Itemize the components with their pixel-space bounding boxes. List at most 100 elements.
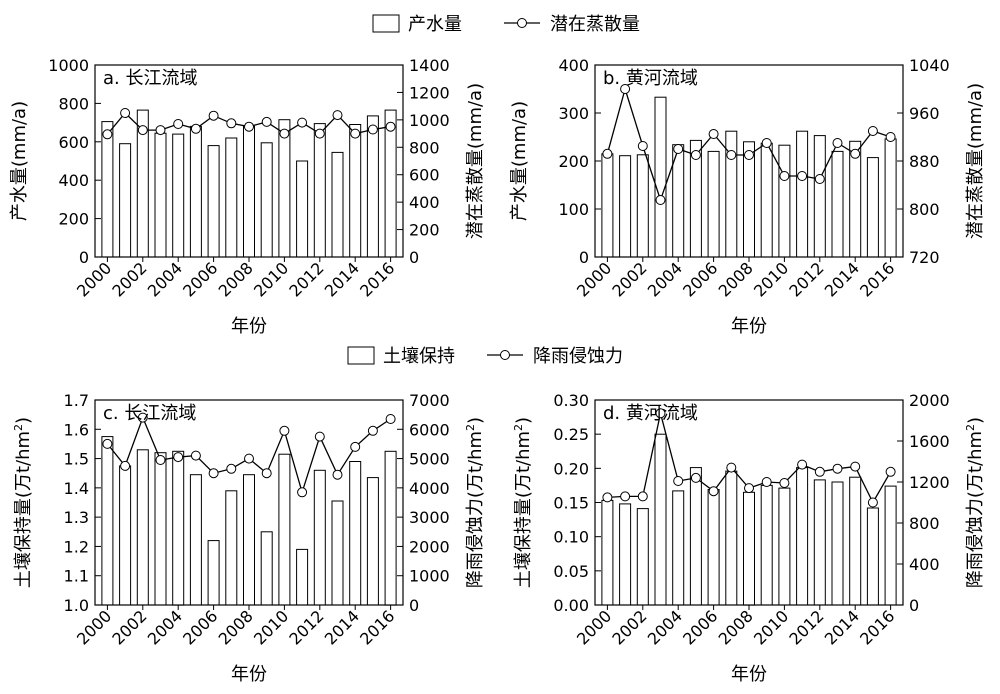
y2-tick-label: 1040: [909, 56, 950, 75]
bar-2001: [119, 465, 132, 606]
y2-tick-label: 800: [409, 138, 440, 157]
point-2016: [385, 121, 396, 132]
bar-2009: [760, 142, 773, 258]
y2-tick-label: 1400: [409, 56, 450, 75]
y2-tick-label: 0: [409, 248, 419, 267]
y-tick-label: 1.3: [64, 508, 89, 527]
point-2001: [120, 108, 131, 118]
point-2001: [620, 491, 631, 502]
bar-2013: [831, 481, 844, 606]
x-tick-label: 2012: [285, 606, 327, 648]
y-tick-label: 0.30: [553, 391, 589, 410]
point-2008: [244, 121, 254, 132]
y-tick-label: 0.25: [553, 425, 589, 444]
bar-2000: [601, 499, 614, 606]
legend-bottom-line-label: 降雨侵蚀力: [533, 346, 623, 367]
bar-2014: [849, 476, 862, 606]
point-2005: [690, 472, 701, 483]
y2-tick-label: 960: [909, 104, 940, 123]
bar-2000: [601, 153, 614, 258]
point-2004: [673, 476, 684, 486]
y2-tick-label: 4000: [409, 479, 450, 498]
y2-tick-label: 400: [409, 193, 440, 212]
y2-tick-label: 2000: [909, 391, 950, 410]
y2-axis-label: 潜在蒸散量(mm/a): [465, 83, 486, 239]
y-tick-label: 1.2: [64, 537, 89, 556]
y-tick-label: 1.6: [64, 420, 89, 439]
x-tick-label: 2006: [679, 258, 721, 300]
point-2010: [779, 478, 790, 488]
bar-2013: [331, 151, 344, 258]
x-axis-label: 年份: [231, 664, 267, 685]
legend-bottom-bar-label: 土壤保持: [383, 346, 455, 367]
x-tick-label: 2012: [785, 258, 827, 300]
point-2011: [297, 117, 308, 128]
point-2015: [867, 497, 878, 508]
y-tick-label: 1000: [48, 56, 89, 75]
point-2007: [226, 118, 237, 129]
point-2012: [314, 128, 325, 139]
point-2002: [637, 141, 648, 151]
bar-2010: [778, 487, 791, 606]
y-axis-label: 土壤保持量(万t/hm2): [12, 417, 34, 588]
point-2002: [137, 125, 148, 136]
bar-2001: [619, 155, 632, 258]
x-tick-label: 2016: [856, 606, 898, 648]
point-2012: [814, 466, 825, 477]
point-2005: [190, 123, 201, 134]
x-tick-label: 2008: [215, 606, 257, 648]
x-tick-label: 2006: [179, 258, 221, 300]
bar-2008: [243, 474, 255, 606]
y2-tick-label: 6000: [409, 420, 450, 439]
x-tick-label: 2004: [144, 258, 186, 300]
point-2011: [797, 459, 808, 470]
y2-axis-label: 降雨侵蚀力(万t/hm2): [464, 417, 486, 588]
point-2006: [708, 486, 719, 497]
y2-tick-label: 800: [909, 514, 940, 533]
panel-b: 0100200300400720800880960104020002002200…: [509, 56, 986, 337]
bar-2006: [707, 489, 720, 606]
bar-2006: [207, 540, 220, 606]
y-tick-label: 0.20: [553, 459, 589, 478]
bar-2010: [778, 144, 791, 258]
point-2002: [137, 412, 148, 423]
y-tick-label: 0.05: [553, 562, 589, 581]
bar-2002: [636, 154, 649, 258]
point-2003: [655, 195, 666, 205]
point-2013: [332, 110, 343, 121]
point-2010: [779, 171, 790, 181]
point-2015: [367, 425, 378, 436]
bar-2013: [831, 150, 844, 258]
point-2016: [385, 414, 396, 424]
bar-2015: [866, 507, 879, 606]
y-tick-label: 0.10: [553, 528, 589, 547]
bar-2003: [154, 132, 167, 258]
y-tick-label: 0.15: [553, 494, 589, 513]
legend-bottom-bar-swatch: [347, 346, 375, 365]
y-tick-label: 400: [558, 56, 589, 75]
point-2014: [850, 461, 861, 472]
x-tick-label: 2010: [750, 258, 792, 300]
y2-tick-label: 1000: [409, 111, 450, 130]
bar-2015: [366, 115, 379, 258]
y-tick-label: 1.0: [64, 596, 89, 615]
point-2012: [314, 431, 325, 442]
bar-2014: [349, 461, 362, 606]
x-tick-label: 2012: [285, 258, 327, 300]
x-tick-label: 2014: [821, 606, 863, 648]
point-2015: [367, 124, 378, 135]
x-tick-label: 2014: [821, 258, 863, 300]
bar-2010: [278, 453, 291, 606]
point-2007: [726, 150, 737, 160]
x-tick-label: 2010: [750, 606, 792, 648]
y-tick-label: 0.00: [553, 596, 589, 615]
x-tick-label: 2016: [356, 606, 398, 648]
x-axis-label: 年份: [731, 316, 767, 337]
y-axis-label: 产水量(mm/a): [509, 101, 530, 221]
point-2003: [155, 455, 166, 465]
bar-2002: [636, 508, 649, 606]
point-2008: [744, 483, 754, 494]
bar-2013: [331, 500, 344, 606]
bar-2016: [884, 138, 897, 258]
x-tick-label: 2010: [250, 258, 292, 300]
